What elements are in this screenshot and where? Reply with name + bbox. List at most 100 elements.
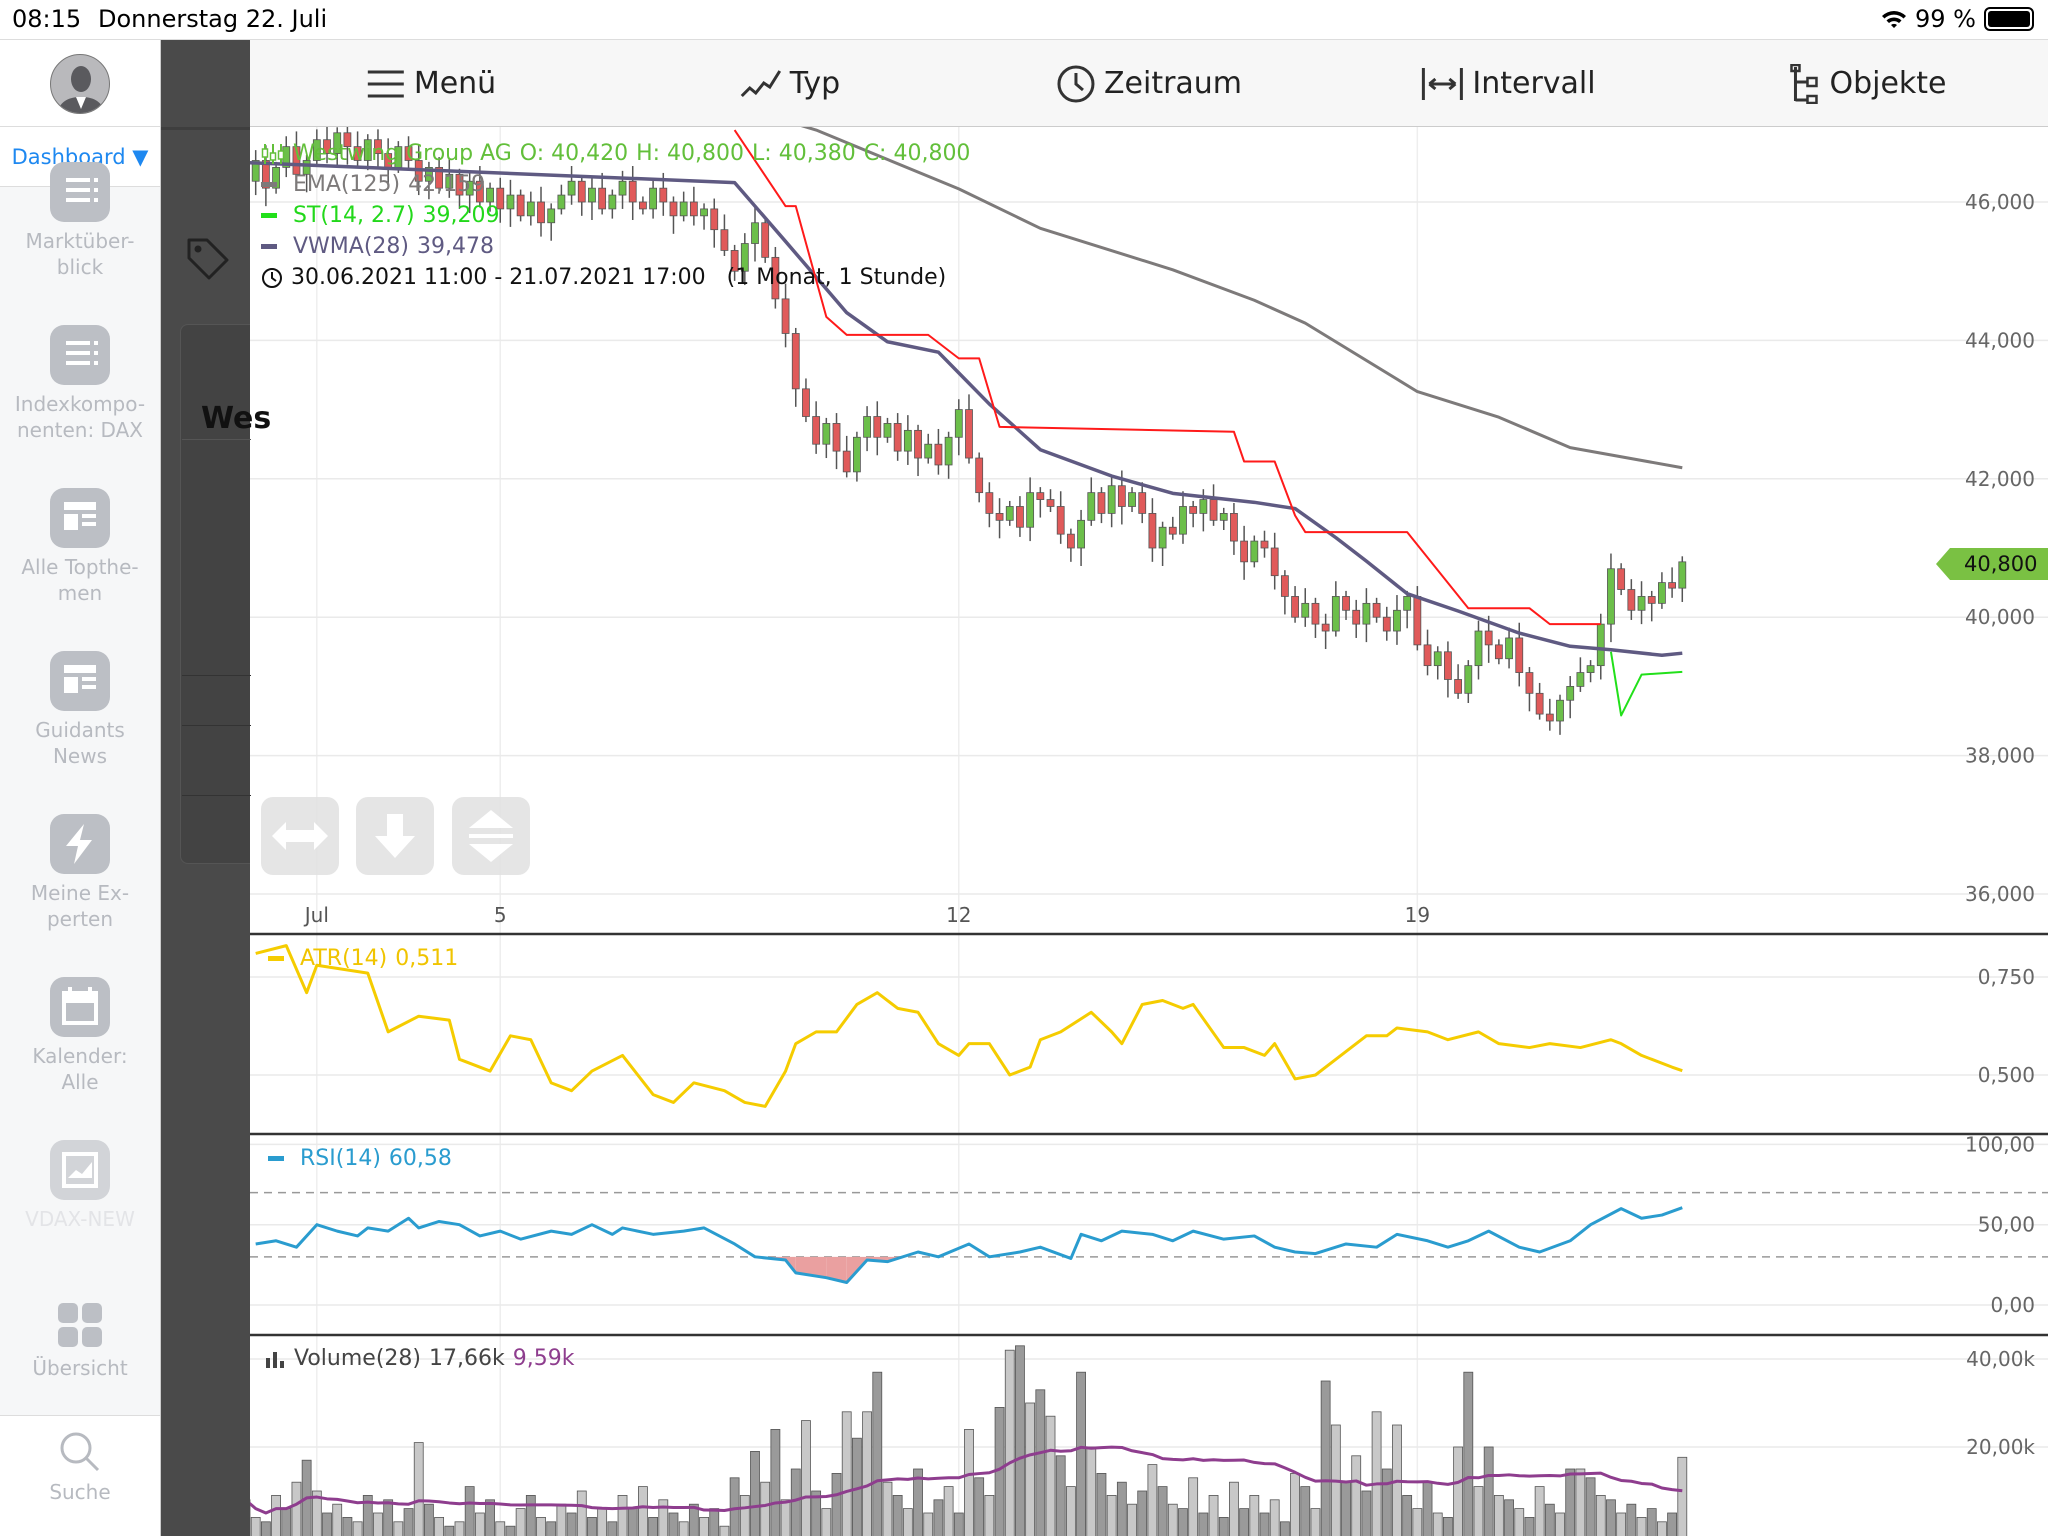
interval-label: Intervall — [1472, 66, 1596, 101]
list-icon — [50, 325, 110, 385]
legend-instrument[interactable]: Westwing Group AG O: 40,420 H: 40,800 L:… — [261, 138, 970, 169]
candle-down — [323, 139, 331, 154]
volume-bar — [1229, 1481, 1239, 1536]
sidebar-item-label: VDAX-NEW — [25, 1207, 135, 1231]
sidebar-item-8[interactable]: Übersicht — [0, 1303, 160, 1381]
candle-up — [954, 409, 963, 438]
legend-supertrend[interactable]: ST(14, 2.7) 39,209 — [261, 200, 970, 231]
candle-up — [924, 443, 933, 459]
candle-down — [1117, 485, 1126, 507]
candle-up — [883, 423, 892, 438]
candle-up — [863, 416, 871, 438]
volume-bar — [1310, 1508, 1321, 1536]
period-button[interactable]: Zeitraum — [1056, 40, 1242, 127]
sidebar-item-label: Guidants News — [35, 718, 125, 768]
candle-up — [1464, 665, 1473, 694]
wifi-icon — [1882, 11, 1907, 28]
sidebar-item-1[interactable]: Marktüber- blick — [0, 162, 160, 280]
volume-bar — [1585, 1477, 1596, 1536]
candle-down — [1016, 506, 1024, 528]
candle-up — [1576, 672, 1585, 687]
candle-up — [1596, 623, 1605, 667]
candle-down — [639, 201, 647, 210]
volume-bar — [719, 1525, 730, 1536]
legend-rsi[interactable]: RSI(14) 60,58 — [268, 1146, 452, 1171]
sidebar-item-6[interactable]: Kalender: Alle — [0, 977, 160, 1095]
legend-ema[interactable]: EMA(125) 42,159 — [261, 169, 970, 200]
interval-button[interactable]: Intervall — [1420, 40, 1596, 127]
objects-label: Objekte — [1829, 66, 1947, 101]
pan-horizontal-button[interactable] — [261, 797, 339, 875]
volume-bar — [1534, 1486, 1545, 1536]
profile-area — [0, 40, 160, 127]
volume-bar — [1606, 1499, 1616, 1536]
candle-up — [1107, 485, 1116, 514]
arrow-down-icon — [375, 814, 415, 858]
candle-up — [1005, 506, 1014, 521]
volume-bar — [587, 1517, 597, 1536]
volume-tick-label: 20,00k — [1966, 1435, 2035, 1459]
volume-bar — [1544, 1503, 1555, 1536]
sidebar-item-4[interactable]: Guidants News — [0, 651, 160, 769]
type-button[interactable]: Typ — [740, 40, 840, 127]
candle-up — [1637, 596, 1646, 611]
menu-button[interactable]: Menü — [366, 40, 496, 127]
volume-bar — [393, 1521, 404, 1536]
candle-up — [425, 166, 433, 182]
candle-down — [965, 409, 973, 459]
volume-bar — [1504, 1499, 1514, 1536]
volume-bar — [1167, 1503, 1178, 1536]
st-label: ST(14, 2.7) — [293, 203, 415, 228]
candle-up — [567, 180, 576, 196]
objects-button[interactable]: Objekte — [1789, 40, 1947, 127]
volume-bar — [841, 1411, 852, 1536]
search-button[interactable]: Suche — [0, 1415, 160, 1536]
sidebar-item-7[interactable]: VDAX-NEW — [0, 1140, 160, 1232]
zoom-vertical-button[interactable] — [452, 797, 530, 875]
range-text: 30.06.2021 11:00 - 21.07.2021 17:00 (1 M… — [291, 265, 947, 290]
legend-vwma[interactable]: VWMA(28) 39,478 — [261, 231, 970, 262]
volume-bar — [913, 1468, 923, 1536]
candle-up — [903, 429, 912, 452]
bar-chart-icon — [266, 1351, 284, 1368]
tag-icon[interactable] — [183, 234, 233, 284]
candle-down — [1209, 499, 1218, 521]
vwma-line — [250, 160, 1683, 658]
volume-bar — [1443, 1517, 1453, 1536]
volume-bar — [678, 1521, 689, 1536]
sidebar-item-2[interactable]: Indexkompo- nenten: DAX — [0, 325, 160, 443]
avatar[interactable] — [50, 54, 110, 114]
candle-down — [598, 187, 607, 210]
volume-bar — [831, 1473, 842, 1536]
candle-down — [1535, 692, 1544, 715]
sidebar-item-5[interactable]: Meine Ex- perten — [0, 814, 160, 932]
x-tick-label: 12 — [946, 903, 971, 927]
volume-bar — [1065, 1486, 1076, 1536]
candle-down — [1097, 492, 1106, 514]
candle-down — [374, 139, 382, 154]
sidebar-item-3[interactable]: Alle Topthe- men — [0, 488, 160, 606]
volume-bar — [260, 1521, 271, 1536]
st-value: 39,209 — [422, 203, 500, 228]
candle-down — [802, 388, 810, 417]
scroll-down-button[interactable] — [356, 797, 434, 875]
volume-ma-value: 9,59k — [512, 1346, 575, 1371]
candle-up — [1678, 561, 1687, 589]
candle-up — [251, 160, 260, 182]
legend-atr[interactable]: ATR(14) 0,511 — [268, 946, 458, 971]
candle-down — [893, 423, 902, 452]
candle-down — [1138, 492, 1147, 514]
candle-down — [1525, 672, 1534, 694]
volume-bar — [974, 1477, 985, 1536]
legend-volume[interactable]: Volume(28) 17,66k 9,59k — [264, 1346, 574, 1371]
volume-bar — [1137, 1490, 1148, 1536]
candle-down — [873, 416, 882, 438]
volume-bar — [750, 1451, 760, 1536]
candle-down — [475, 180, 484, 203]
candle-down — [659, 187, 668, 203]
candle-down — [343, 132, 352, 148]
candle-up — [302, 160, 311, 175]
candle-up — [1403, 596, 1412, 611]
candle-up — [649, 187, 657, 210]
volume-bar — [607, 1521, 618, 1536]
